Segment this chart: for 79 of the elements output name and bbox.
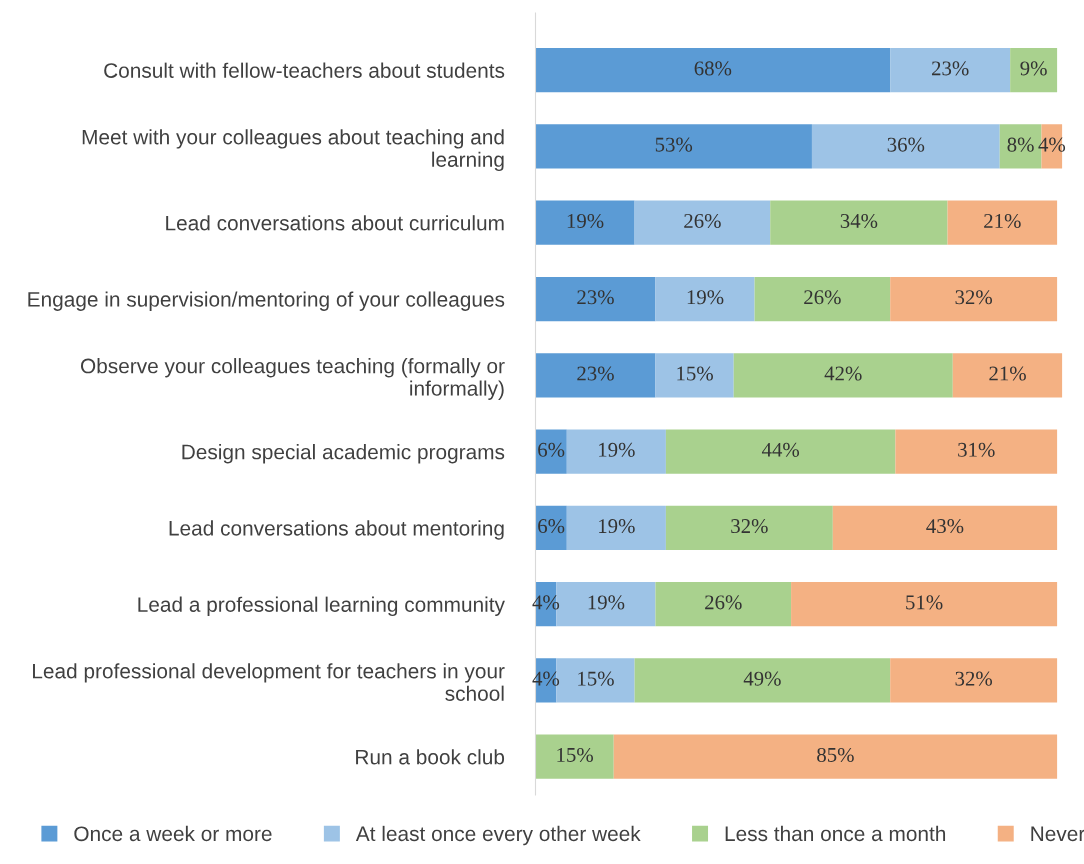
data-label: 44% — [761, 442, 800, 457]
data-label: 19% — [599, 442, 635, 457]
bar — [665, 429, 896, 474]
y-tick-label: Engage in supervision/mentoring of your colleagues — [28, 291, 505, 311]
data-label: 26% — [804, 290, 841, 305]
data-label: 42% — [824, 366, 862, 381]
data-label: 51% — [906, 595, 943, 610]
data-label: 34% — [840, 213, 878, 229]
bar — [754, 276, 891, 322]
data-label: 15% — [578, 671, 614, 686]
y-tick-label: Lead a professional learning community — [138, 596, 505, 617]
bar — [535, 48, 891, 93]
y-tick-label: Lead professional development for teachers in your school — [33, 663, 505, 701]
bar — [952, 353, 1063, 398]
y-tick-label: Meet with your colleagues about teaching and learning — [82, 129, 504, 172]
bar — [890, 658, 1058, 703]
bar — [895, 429, 1058, 474]
bar — [535, 124, 812, 169]
y-tick-label: Consult with fellow-teachers about students — [104, 62, 505, 78]
data-label: 19% — [567, 213, 604, 229]
data-label: 8% — [1007, 137, 1034, 152]
data-label: 6% — [538, 442, 565, 457]
bar — [655, 582, 792, 627]
bar — [832, 505, 1058, 551]
bar — [770, 200, 948, 245]
bar — [791, 582, 1058, 627]
data-label: 32% — [955, 290, 993, 305]
bar — [535, 734, 614, 779]
y-tick-label: Design special academic programs — [182, 444, 505, 464]
data-label: 49% — [743, 671, 781, 686]
y-tick-label: Run a book club — [356, 749, 505, 765]
data-label: 19% — [588, 595, 625, 610]
bar — [665, 505, 833, 551]
data-label: 68% — [694, 61, 732, 76]
bar — [535, 429, 567, 474]
data-label: 32% — [955, 671, 993, 686]
data-label: 26% — [684, 213, 721, 229]
legend-label: Less than once a month — [725, 825, 946, 842]
data-label: 23% — [577, 366, 614, 381]
y-tick-label: Observe your colleagues teaching (formally or informally) — [80, 358, 505, 400]
data-label: 36% — [887, 137, 925, 152]
data-label: 53% — [655, 137, 693, 152]
bar — [655, 353, 734, 398]
data-label: 21% — [984, 213, 1021, 229]
bar — [634, 658, 891, 703]
data-label: 23% — [577, 290, 614, 305]
data-label: 15% — [557, 747, 593, 763]
bar — [947, 200, 1058, 245]
data-label: 32% — [731, 519, 768, 534]
bar — [613, 734, 1058, 779]
bar — [733, 353, 953, 398]
data-label: 15% — [677, 366, 713, 381]
bar — [1010, 48, 1058, 93]
data-label: 26% — [705, 595, 742, 610]
data-label: 31% — [958, 442, 995, 457]
bar — [535, 200, 635, 245]
data-label: 19% — [599, 519, 635, 534]
data-label: 21% — [989, 366, 1026, 381]
bar — [566, 429, 666, 474]
legend-label: Once a week or more — [74, 825, 272, 842]
data-label: 23% — [932, 61, 969, 76]
legend-label: Never — [1031, 826, 1084, 842]
bar — [811, 124, 1000, 169]
bar — [890, 276, 1058, 322]
bar — [634, 200, 771, 245]
data-label: 19% — [687, 290, 724, 305]
bar — [535, 276, 656, 322]
legend-label: At least once every other week — [355, 825, 641, 846]
bar — [566, 505, 666, 551]
y-tick-label: Lead conversations about curriculum — [166, 215, 504, 231]
bar — [890, 48, 1011, 93]
data-label: 85% — [817, 747, 854, 763]
bar — [535, 505, 567, 551]
data-label: 43% — [926, 519, 964, 534]
data-label: 6% — [538, 519, 565, 534]
y-tick-label: Lead conversations about mentoring — [169, 520, 504, 540]
bar — [535, 353, 656, 398]
data-label: 9% — [1020, 61, 1047, 76]
bar — [655, 276, 755, 322]
